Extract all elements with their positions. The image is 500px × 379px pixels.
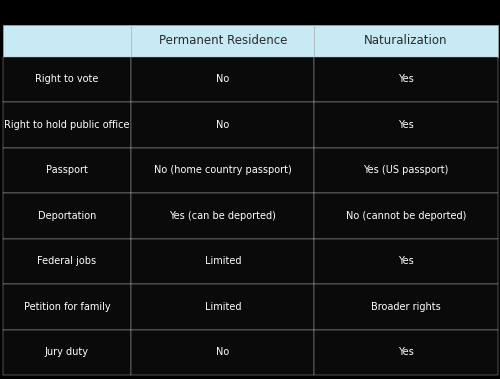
Bar — [131, 239, 314, 284]
Text: Deportation: Deportation — [38, 211, 96, 221]
Bar — [314, 330, 498, 375]
Bar — [131, 330, 314, 375]
Text: Yes: Yes — [398, 348, 414, 357]
Text: Permanent Residence: Permanent Residence — [158, 34, 287, 47]
Bar — [2, 239, 131, 284]
Text: Right to hold public office: Right to hold public office — [4, 120, 130, 130]
Text: Yes (US passport): Yes (US passport) — [363, 165, 448, 175]
Bar — [314, 284, 498, 330]
Text: Jury duty: Jury duty — [45, 348, 89, 357]
Text: Limited: Limited — [204, 302, 241, 312]
Bar — [2, 25, 131, 56]
Bar — [131, 102, 314, 148]
Bar — [2, 284, 131, 330]
Bar — [131, 148, 314, 193]
Text: No: No — [216, 120, 230, 130]
Bar — [314, 56, 498, 102]
Bar — [2, 330, 131, 375]
Text: Yes (can be deported): Yes (can be deported) — [170, 211, 276, 221]
Text: Limited: Limited — [204, 257, 241, 266]
Bar — [2, 102, 131, 148]
Text: Naturalization: Naturalization — [364, 34, 448, 47]
Text: Petition for family: Petition for family — [24, 302, 110, 312]
Text: Broader rights: Broader rights — [371, 302, 441, 312]
Text: No (home country passport): No (home country passport) — [154, 165, 292, 175]
Bar — [314, 193, 498, 239]
Bar — [131, 284, 314, 330]
Bar — [314, 102, 498, 148]
Text: Right to vote: Right to vote — [35, 74, 98, 85]
Text: Federal jobs: Federal jobs — [38, 257, 96, 266]
Bar — [131, 25, 314, 56]
Text: No: No — [216, 348, 230, 357]
Bar — [314, 239, 498, 284]
Text: Yes: Yes — [398, 120, 414, 130]
Text: Passport: Passport — [46, 165, 88, 175]
Bar — [314, 25, 498, 56]
Text: No: No — [216, 74, 230, 85]
Text: No (cannot be deported): No (cannot be deported) — [346, 211, 466, 221]
Text: Yes: Yes — [398, 74, 414, 85]
Bar — [2, 193, 131, 239]
Bar — [2, 148, 131, 193]
Bar — [2, 56, 131, 102]
Bar — [131, 56, 314, 102]
Bar — [131, 193, 314, 239]
Bar — [314, 148, 498, 193]
Text: Yes: Yes — [398, 257, 414, 266]
